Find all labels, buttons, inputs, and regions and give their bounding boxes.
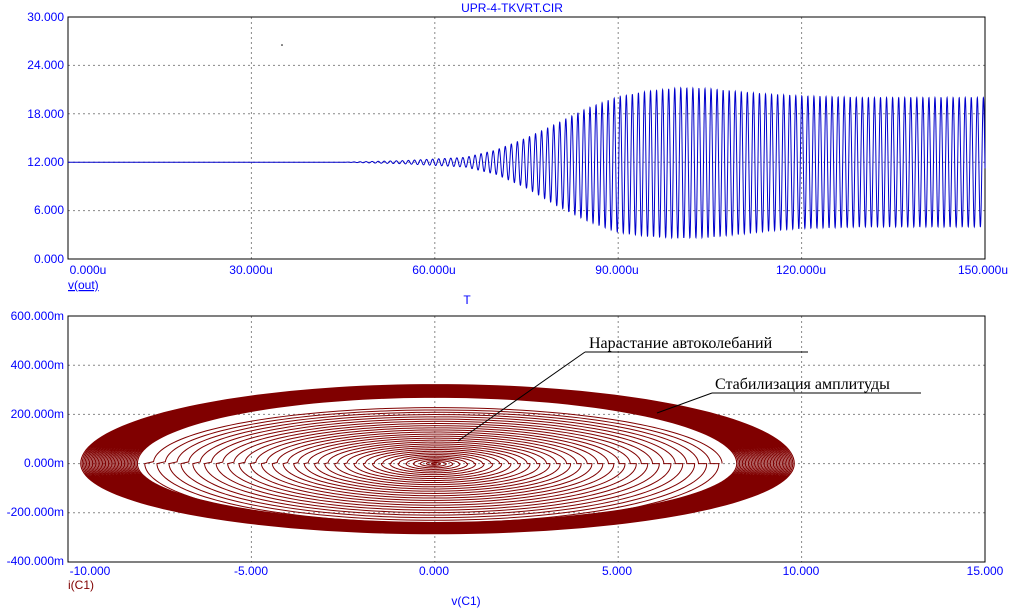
x-tick-label: -10.000 — [70, 564, 111, 578]
y-tick-label: 12.000 — [27, 155, 64, 169]
x-tick-label: -5.000 — [234, 564, 268, 578]
bottom-chart: 600.000m 400.000m 200.000m 0.000m -200.0… — [7, 309, 1004, 608]
y-tick-label: 6.000 — [34, 203, 64, 217]
y-tick-label: -400.000m — [7, 554, 64, 568]
chart-title: UPR-4-TKVRT.CIR — [461, 1, 563, 15]
y-axis-label: v(out) — [68, 278, 99, 292]
top-y-ticks: 30.000 24.000 18.000 12.000 6.000 0.000 — [27, 10, 64, 266]
x-axis-label: v(C1) — [451, 594, 480, 608]
x-tick-label: 0.000 — [419, 564, 449, 578]
limit-cycle-band — [80, 384, 795, 535]
x-tick-label: 0.000u — [70, 263, 107, 277]
stray-dot — [281, 44, 283, 46]
leader-line — [656, 392, 713, 414]
y-tick-label: 24.000 — [27, 58, 64, 72]
annotation-text: Стабилизация амплитуды — [715, 376, 890, 393]
top-x-ticks: 0.000u 30.000u 60.000u 90.000u 120.000u … — [70, 263, 1008, 277]
y-tick-label: 0.000m — [24, 456, 64, 470]
y-axis-label: i(C1) — [68, 578, 94, 592]
x-tick-label: 30.000u — [229, 263, 272, 277]
bottom-plot-frame — [67, 315, 986, 563]
growth-spiral — [144, 407, 723, 526]
top-chart: UPR-4-TKVRT.CIR 30.000 24.000 18.000 12.… — [27, 1, 1008, 307]
x-tick-label: 15.000 — [967, 564, 1004, 578]
y-tick-label: 200.000m — [11, 407, 64, 421]
x-axis-label: T — [463, 293, 471, 307]
x-tick-label: 10.000 — [783, 564, 820, 578]
top-grid — [68, 17, 985, 259]
phase-portrait-trace — [80, 384, 795, 535]
x-tick-label: 120.000u — [776, 263, 826, 277]
y-tick-label: 400.000m — [11, 358, 64, 372]
y-tick-label: 600.000m — [11, 309, 64, 323]
y-tick-label: 18.000 — [27, 107, 64, 121]
x-tick-label: 60.000u — [412, 263, 455, 277]
bottom-x-ticks: -10.000 -5.000 0.000 5.000 10.000 15.000 — [70, 564, 1004, 578]
y-tick-label: 30.000 — [27, 10, 64, 24]
annotation-growth: Нарастание автоколебаний — [457, 335, 808, 442]
x-tick-label: 150.000u — [958, 263, 1008, 277]
x-tick-label: 90.000u — [595, 263, 638, 277]
annotation-text: Нарастание автоколебаний — [589, 335, 773, 352]
leader-line — [457, 351, 586, 442]
x-tick-label: 5.000 — [602, 564, 632, 578]
y-tick-label: 0.000 — [34, 252, 64, 266]
bottom-y-ticks: 600.000m 400.000m 200.000m 0.000m -200.0… — [7, 309, 64, 568]
y-tick-label: -200.000m — [7, 505, 64, 519]
v-out-trace — [68, 86, 986, 240]
annotation-stabilization: Стабилизация амплитуды — [656, 376, 921, 414]
